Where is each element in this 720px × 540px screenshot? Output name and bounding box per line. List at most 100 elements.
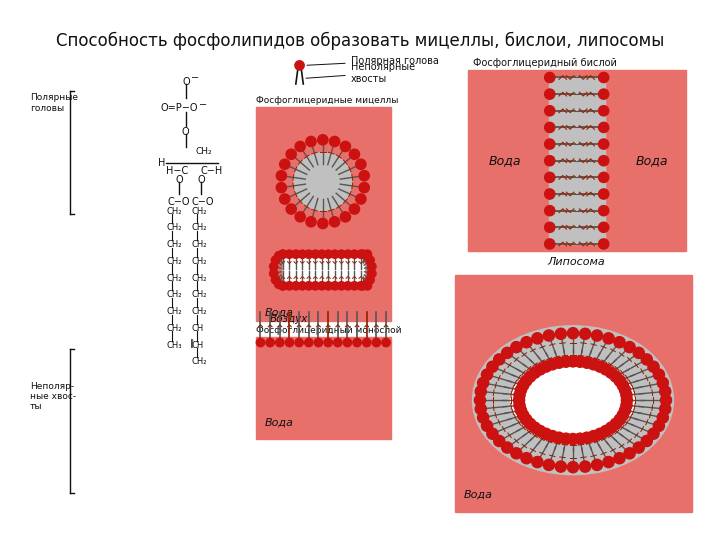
Circle shape <box>368 269 376 278</box>
Circle shape <box>286 204 297 214</box>
Circle shape <box>660 395 672 406</box>
Bar <box>283 256 364 286</box>
Circle shape <box>341 212 351 222</box>
Bar <box>549 77 605 244</box>
Circle shape <box>279 250 287 258</box>
Text: Вода: Вода <box>635 154 667 167</box>
Ellipse shape <box>512 365 634 436</box>
Circle shape <box>330 137 340 146</box>
Circle shape <box>598 156 609 166</box>
Circle shape <box>603 456 614 468</box>
Text: H−C: H−C <box>166 166 188 176</box>
Bar <box>283 256 364 284</box>
Circle shape <box>279 282 287 290</box>
Circle shape <box>305 250 313 258</box>
Circle shape <box>502 442 513 453</box>
Circle shape <box>269 262 278 271</box>
Text: Неполярные
хвосты: Неполярные хвосты <box>306 62 415 84</box>
Circle shape <box>657 377 668 388</box>
Circle shape <box>518 409 528 421</box>
Circle shape <box>314 339 323 347</box>
Circle shape <box>337 250 346 258</box>
Circle shape <box>541 428 552 440</box>
Circle shape <box>285 282 294 290</box>
Circle shape <box>337 282 346 290</box>
Circle shape <box>525 418 536 429</box>
Circle shape <box>544 330 554 341</box>
Text: Вода: Вода <box>464 490 493 500</box>
Circle shape <box>279 194 290 204</box>
Circle shape <box>580 328 590 340</box>
Circle shape <box>541 361 552 372</box>
Circle shape <box>598 239 609 249</box>
Text: CH₂: CH₂ <box>192 240 207 249</box>
Circle shape <box>295 141 305 152</box>
Circle shape <box>286 149 297 159</box>
Text: Полярные
головы: Полярные головы <box>30 93 78 113</box>
Text: O: O <box>181 127 189 137</box>
Circle shape <box>544 89 555 99</box>
Bar <box>256 337 391 439</box>
Circle shape <box>364 250 372 258</box>
Circle shape <box>567 434 579 444</box>
Circle shape <box>256 339 265 347</box>
Circle shape <box>279 159 290 170</box>
Circle shape <box>276 183 287 193</box>
Text: H: H <box>158 158 166 168</box>
Circle shape <box>356 159 366 170</box>
Text: CH₂: CH₂ <box>192 207 207 216</box>
Text: CH₂: CH₂ <box>166 324 182 333</box>
Circle shape <box>521 414 532 425</box>
Circle shape <box>363 280 371 288</box>
Text: CH₂: CH₂ <box>195 147 212 156</box>
Circle shape <box>285 339 294 347</box>
Circle shape <box>343 250 352 258</box>
Circle shape <box>521 453 532 464</box>
Circle shape <box>356 282 365 290</box>
Text: Воздух: Воздух <box>270 314 308 324</box>
Circle shape <box>311 282 320 290</box>
Circle shape <box>653 420 665 431</box>
Text: O=P−O: O=P−O <box>160 103 197 113</box>
Circle shape <box>514 400 525 411</box>
Circle shape <box>510 448 522 459</box>
Circle shape <box>560 356 572 367</box>
Text: O: O <box>182 77 190 86</box>
Circle shape <box>350 282 359 290</box>
Circle shape <box>595 361 606 372</box>
Circle shape <box>521 336 532 348</box>
Circle shape <box>324 339 332 347</box>
Circle shape <box>305 282 313 290</box>
Circle shape <box>603 333 614 344</box>
Circle shape <box>560 433 572 444</box>
Circle shape <box>482 369 492 380</box>
Circle shape <box>606 367 617 379</box>
Circle shape <box>621 395 632 406</box>
Circle shape <box>356 250 365 258</box>
Circle shape <box>544 239 555 249</box>
Circle shape <box>567 328 579 339</box>
Circle shape <box>657 412 668 423</box>
Circle shape <box>285 250 294 258</box>
Circle shape <box>363 252 371 260</box>
Text: CH₂: CH₂ <box>192 307 207 316</box>
Text: CH₂: CH₂ <box>192 291 207 300</box>
Circle shape <box>617 380 629 391</box>
Circle shape <box>295 339 303 347</box>
Circle shape <box>614 453 625 464</box>
Circle shape <box>598 106 609 116</box>
Circle shape <box>502 347 513 359</box>
Circle shape <box>581 432 593 443</box>
Text: Неполяр-
ные хвос-
ты: Неполяр- ные хвос- ты <box>30 382 76 411</box>
Circle shape <box>276 339 284 347</box>
Circle shape <box>591 330 603 341</box>
Circle shape <box>494 435 505 447</box>
Circle shape <box>330 282 339 290</box>
Bar <box>455 275 692 512</box>
Text: Фосфоглицеридные мицеллы: Фосфоглицеридные мицеллы <box>256 96 398 105</box>
Circle shape <box>279 250 287 258</box>
Circle shape <box>294 153 351 211</box>
Circle shape <box>617 409 629 421</box>
Circle shape <box>318 282 326 290</box>
Circle shape <box>318 218 328 228</box>
